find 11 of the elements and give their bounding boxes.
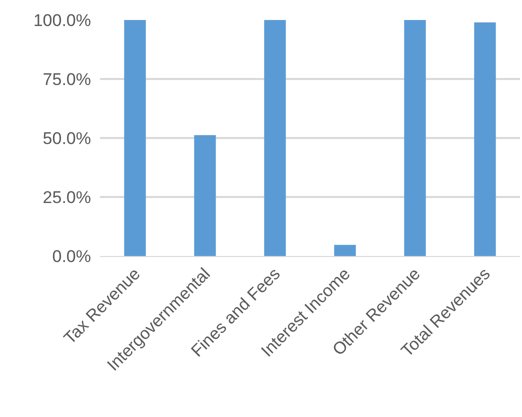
bar — [264, 20, 286, 256]
y-tick-label: 75.0% — [42, 70, 91, 89]
y-tick-label: 0.0% — [52, 246, 91, 266]
bar — [124, 20, 146, 256]
y-tick-label: 50.0% — [42, 128, 91, 148]
y-tick-label: 100.0% — [33, 10, 91, 30]
bar — [474, 22, 496, 256]
bar — [334, 244, 356, 256]
bar — [404, 20, 426, 256]
y-tick-label: 25.0% — [42, 188, 91, 207]
bar — [194, 135, 216, 256]
